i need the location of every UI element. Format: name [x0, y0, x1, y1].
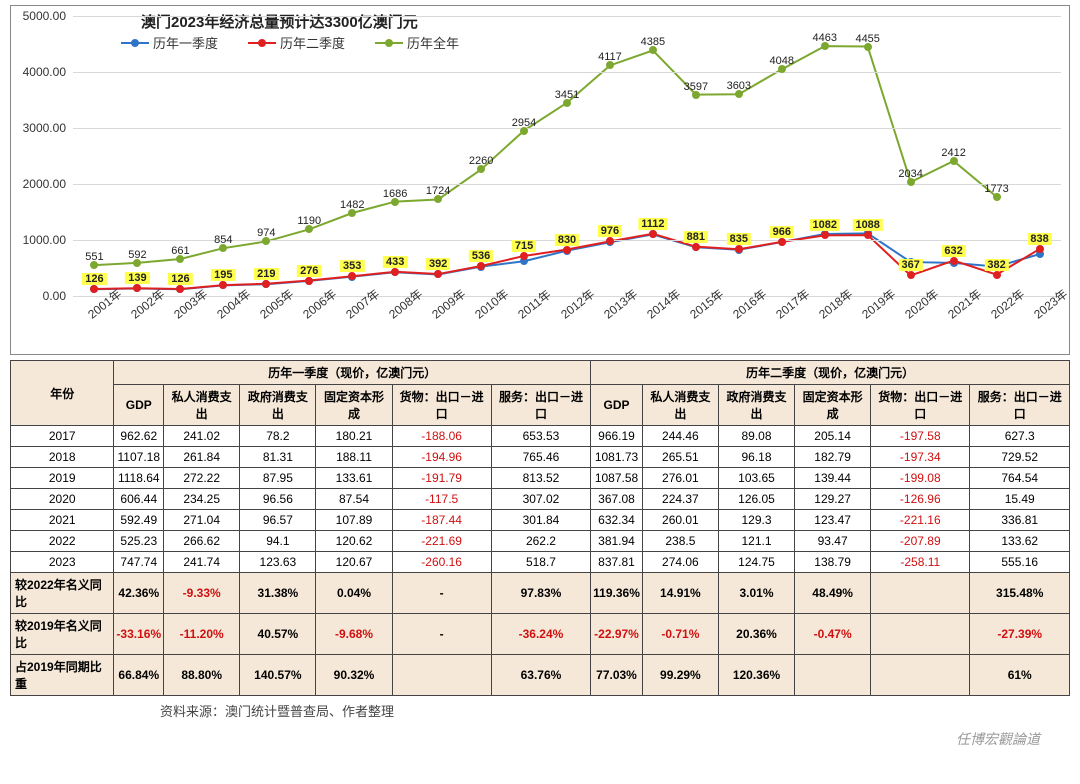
table-header: 年份 历年一季度（现价，亿澳门元） 历年二季度（现价，亿澳门元） GDP私人消费…	[11, 361, 1070, 426]
line-chart: 澳门2023年经济总量预计达3300亿澳门元 历年一季度历年二季度历年全年 0.…	[10, 5, 1070, 355]
summary-row: 较2019年名义同比-33.16%-11.20%40.57%-9.68%--36…	[11, 614, 1070, 655]
plot-area: 5515926618549741190148216861724226029543…	[73, 16, 1061, 296]
data-table: 年份 历年一季度（现价，亿澳门元） 历年二季度（现价，亿澳门元） GDP私人消费…	[10, 360, 1070, 696]
header-q1: 历年一季度（现价，亿澳门元）	[114, 361, 591, 385]
summary-row: 较2022年名义同比42.36%-9.33%31.38%0.04%-97.83%…	[11, 573, 1070, 614]
table-row: 2017962.62241.0278.2180.21-188.06653.539…	[11, 426, 1070, 447]
table-row: 20191118.64272.2287.95133.61-191.79813.5…	[11, 468, 1070, 489]
summary-row: 占2019年同期比重66.84%88.80%140.57%90.32%63.76…	[11, 655, 1070, 696]
table-row: 2021592.49271.0496.57107.89-187.44301.84…	[11, 510, 1070, 531]
y-axis: 0.001000.002000.003000.004000.005000.00	[11, 6, 71, 296]
table-row: 2020606.44234.2596.5687.54-117.5307.0236…	[11, 489, 1070, 510]
table-row: 2023747.74241.74123.63120.67-260.16518.7…	[11, 552, 1070, 573]
watermark: 任博宏觀論道	[956, 729, 1040, 749]
x-axis: 2001年2002年2003年2004年2005年2006年2007年2008年…	[73, 301, 1061, 351]
col-headers: GDP私人消费支出政府消费支出固定资本形成货物：出口－进口服务：出口－进口GDP…	[11, 385, 1070, 426]
source-note: 资料来源：澳门统计暨普查局、作者整理	[160, 701, 1080, 720]
table-row: 2022525.23266.6294.1120.62-221.69262.238…	[11, 531, 1070, 552]
header-q2: 历年二季度（现价，亿澳门元）	[591, 361, 1070, 385]
col-year: 年份	[11, 361, 114, 426]
table-row: 20181107.18261.8481.31188.11-194.96765.4…	[11, 447, 1070, 468]
table-body: 2017962.62241.0278.2180.21-188.06653.539…	[11, 426, 1070, 696]
